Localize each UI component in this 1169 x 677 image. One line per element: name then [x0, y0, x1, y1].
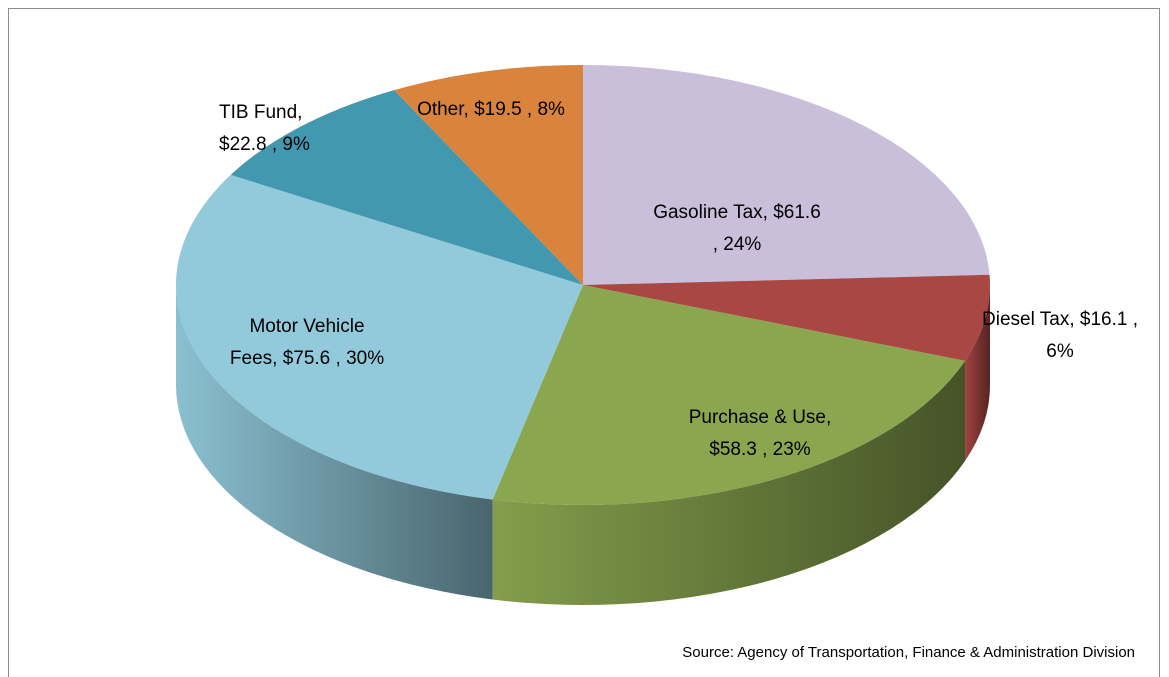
- data-label: $22.8 , 9%: [219, 134, 310, 155]
- data-label: Fees, $75.6 , 30%: [230, 348, 384, 369]
- pie-side-shade: [176, 285, 493, 600]
- pie-slice: [394, 65, 583, 285]
- data-label: , 24%: [713, 234, 762, 255]
- pie-tops: [176, 65, 990, 505]
- pie-slice: [583, 274, 990, 361]
- data-labels: Gasoline Tax, $61.6 , 24% Diesel Tax, $16.…: [219, 99, 1138, 460]
- source-note: Source: Agency of Transportation, Financ…: [682, 644, 1135, 661]
- data-label: Motor Vehicle: [249, 316, 364, 337]
- pie-slice: [492, 285, 966, 505]
- data-label: Purchase & Use,: [689, 407, 832, 428]
- pie-slice: [230, 90, 583, 285]
- pie-sides: [176, 285, 990, 605]
- pie-slice: [176, 174, 583, 500]
- pie-slice: [583, 65, 990, 285]
- data-label: 6%: [1046, 341, 1074, 362]
- pie-side-shade: [965, 285, 990, 461]
- pie-side-shade: [492, 360, 966, 605]
- data-label: Other, $19.5 , 8%: [417, 99, 565, 120]
- data-label: Gasoline Tax, $61.6: [653, 202, 821, 223]
- data-label: Diesel Tax, $16.1 ,: [982, 309, 1138, 330]
- data-label: $58.3 , 23%: [709, 439, 811, 460]
- data-label: TIB Fund,: [219, 102, 302, 123]
- frame: [8, 8, 1160, 677]
